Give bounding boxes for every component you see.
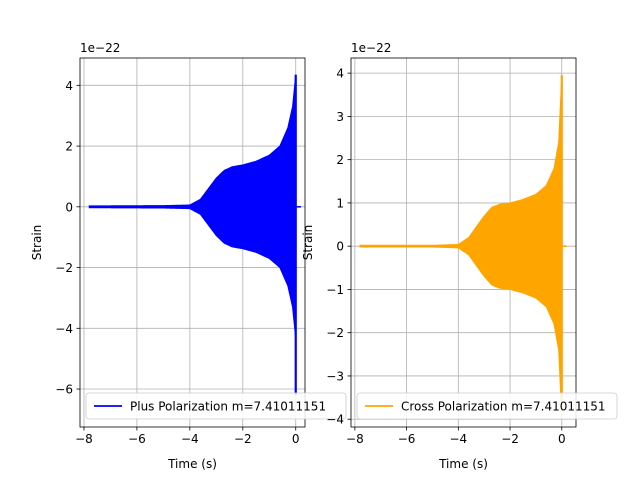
y-tick-label: 1 [336, 196, 344, 210]
x-tick-label: −2 [234, 432, 252, 446]
legend: Plus Polarization m=7.41011151 [85, 392, 347, 420]
legend-label: Plus Polarization m=7.41011151 [130, 400, 326, 414]
y-tick-label: 0 [336, 240, 344, 254]
x-tick-label: 0 [558, 432, 566, 446]
y-tick-label: −2 [326, 326, 344, 340]
x-tick-label: −4 [449, 432, 467, 446]
series-group [88, 74, 302, 396]
plus-polarization-panel: −8 −6 −4 −2 0 −6 −4 −2 0 2 4 1e−22 Time (s) Strain Plu… [30, 41, 347, 471]
y-tick-label: −4 [55, 322, 73, 336]
axes-frame [350, 57, 577, 428]
y-axis-label: Strain [30, 225, 44, 261]
offset-text: 1e−22 [80, 41, 120, 55]
y-tick-label: −4 [326, 413, 344, 427]
y-tick-label: 4 [65, 79, 73, 93]
x-tick-label: 0 [292, 432, 300, 446]
x-tick-label: −8 [346, 432, 364, 446]
x-tick-label: −4 [181, 432, 199, 446]
offset-text: 1e−22 [351, 41, 391, 55]
y-tick-label: −1 [326, 283, 344, 297]
axes-frame [79, 57, 306, 428]
legend: Cross Polarization m=7.41011151 [356, 392, 618, 420]
legend-box [356, 392, 618, 420]
y-tick-label: 3 [336, 110, 344, 124]
x-axis-label: Time (s) [438, 457, 488, 471]
legend-label: Cross Polarization m=7.41011151 [401, 400, 606, 414]
legend-box [85, 392, 347, 420]
y-tick-label: −2 [55, 261, 73, 275]
cross-polarization-panel: −8 −6 −4 −2 0 −4 −3 −2 −1 0 1 2 3 4 1e−22 Time (s) Strai… [301, 41, 618, 471]
y-tick-label: 2 [336, 153, 344, 167]
x-tick-label: −6 [128, 432, 146, 446]
x-tick-label: −6 [398, 432, 416, 446]
x-tick-label: −8 [75, 432, 93, 446]
y-tick-label: 0 [65, 200, 73, 214]
y-tick-label: 2 [65, 140, 73, 154]
x-axis-label: Time (s) [167, 457, 217, 471]
y-tick-label: −6 [55, 383, 73, 397]
y-tick-label: −3 [326, 369, 344, 383]
y-axis-label: Strain [301, 225, 315, 261]
x-tick-label: −2 [501, 432, 519, 446]
y-tick-label: 4 [336, 67, 344, 81]
